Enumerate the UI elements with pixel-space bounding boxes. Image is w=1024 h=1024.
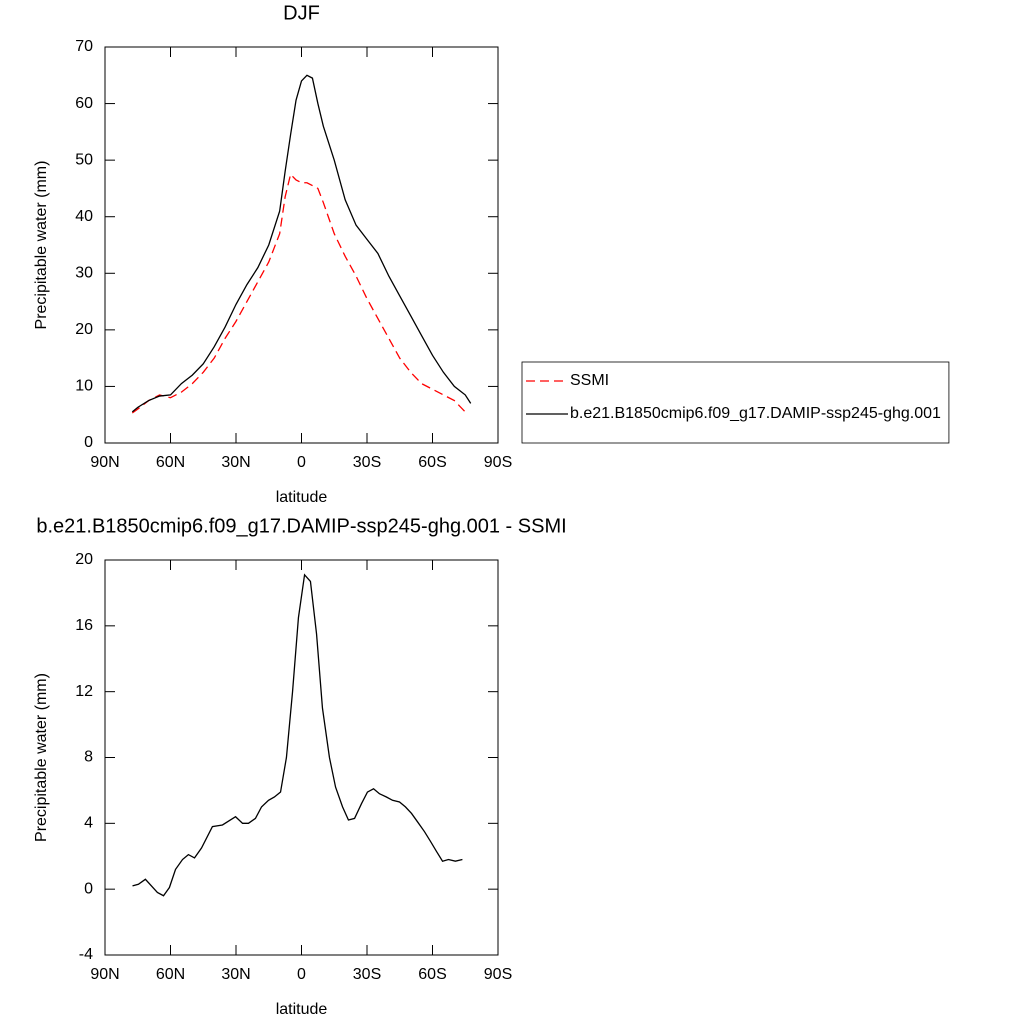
x-tick-label: 30S: [353, 966, 381, 983]
y-tick-label: 40: [75, 208, 93, 225]
x-axis-label: latitude: [276, 1001, 328, 1018]
y-tick-label: 60: [75, 95, 93, 112]
data-line: [131, 172, 466, 414]
y-tick-label: 12: [75, 683, 93, 700]
x-tick-label: 90N: [90, 966, 119, 983]
chart-title: DJF: [283, 2, 320, 24]
y-tick-label: 20: [75, 551, 93, 568]
x-tick-label: 90S: [484, 454, 512, 471]
legend: SSMI b.e21.B1850cmip6.f09_g17.DAMIP-ssp24…: [521, 361, 950, 444]
x-axis-label: latitude: [276, 489, 328, 506]
plot-frame: [104, 46, 499, 444]
x-tick-label: 60S: [418, 454, 446, 471]
y-tick-label: 30: [75, 265, 93, 282]
y-tick-label: 16: [75, 617, 93, 634]
y-tick-label: 0: [84, 434, 93, 451]
plot-frame: [104, 559, 499, 956]
x-tick-label: 90S: [484, 966, 512, 983]
legend-label: SSMI: [570, 372, 609, 389]
legend-box: [521, 361, 950, 444]
x-tick-label: 0: [297, 454, 306, 471]
y-tick-label: 50: [75, 151, 93, 168]
chart-title: b.e21.B1850cmip6.f09_g17.DAMIP-ssp245-gh…: [36, 515, 566, 537]
x-tick-label: 0: [297, 966, 306, 983]
y-tick-label: 8: [84, 749, 93, 766]
data-line: [132, 573, 463, 897]
x-tick-label: 60N: [156, 966, 185, 983]
x-tick-label: 30N: [221, 454, 250, 471]
y-tick-label: -4: [79, 946, 93, 963]
x-tick-label: 60S: [418, 966, 446, 983]
y-axis-label: Precipitable water (mm): [33, 161, 50, 330]
x-tick-label: 60N: [156, 454, 185, 471]
y-axis-label: Precipitable water (mm): [33, 673, 50, 842]
y-tick-label: 10: [75, 378, 93, 395]
data-line: [131, 74, 472, 413]
y-tick-label: 4: [84, 815, 93, 832]
y-tick-label: 20: [75, 321, 93, 338]
y-tick-label: 0: [84, 880, 93, 897]
x-tick-label: 90N: [90, 454, 119, 471]
legend-label: b.e21.B1850cmip6.f09_g17.DAMIP-ssp245-gh…: [570, 405, 941, 422]
x-tick-label: 30N: [221, 966, 250, 983]
y-tick-label: 70: [75, 38, 93, 55]
x-tick-label: 30S: [353, 454, 381, 471]
